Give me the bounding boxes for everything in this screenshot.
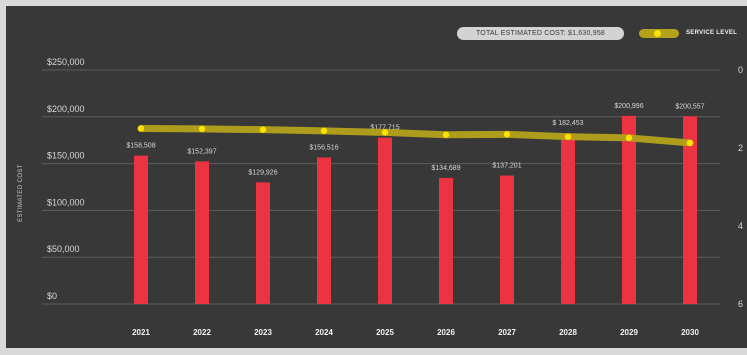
service-level-point [381, 129, 389, 136]
y2-tick-label: 4 [738, 221, 743, 231]
x-tick-label: 2029 [620, 328, 638, 337]
service-level-line [137, 125, 694, 147]
y-tick-label: $0 [47, 291, 57, 301]
x-tick-label: 2025 [376, 328, 394, 337]
service-level-point [503, 131, 511, 138]
cost-bar [134, 155, 148, 304]
bar-value-label: $200,996 [614, 103, 643, 110]
y2-tick-label: 6 [738, 299, 743, 309]
cost-bar [439, 177, 453, 304]
x-tick-label: 2030 [681, 328, 699, 337]
service-level-point [320, 127, 328, 135]
service-level-point [442, 131, 450, 138]
y-tick-label: $250,000 [47, 57, 85, 67]
x-tick-label: 2024 [315, 328, 333, 337]
bar-value-label: $129,926 [248, 169, 277, 176]
cost-bar [195, 161, 209, 304]
cost-bar [256, 182, 270, 304]
x-tick-label: 2026 [437, 328, 455, 337]
cost-bar [622, 115, 636, 305]
service-level-point [198, 125, 206, 133]
cost-bar [683, 116, 697, 304]
y-tick-label: $200,000 [47, 104, 85, 114]
cost-bar [500, 175, 514, 304]
x-tick-label: 2027 [498, 328, 516, 337]
x-tick-label: 2022 [193, 328, 211, 337]
bar-value-label: $ 182,453 [552, 120, 583, 127]
bar-value-label: $137,201 [492, 163, 521, 170]
service-level-point [564, 133, 572, 140]
y-tick-label: $100,000 [47, 197, 85, 207]
bar-value-label: $152,397 [187, 148, 216, 155]
service-level-legend-label: SERVICE LEVEL [686, 30, 738, 36]
x-tick-label: 2021 [132, 328, 150, 337]
service-level-point [625, 134, 633, 142]
y2-tick-label: 2 [738, 143, 743, 153]
bar-value-label: $156,516 [309, 145, 338, 152]
cost-bar [378, 137, 392, 304]
bar-value-label: $177,715 [370, 125, 399, 132]
cost-bar [561, 133, 575, 304]
x-tick-label: 2028 [559, 328, 577, 337]
service-level-point [259, 126, 267, 133]
x-tick-label: 2023 [254, 328, 272, 337]
bar-value-label: $158,508 [126, 143, 155, 150]
y-tick-label: $50,000 [47, 244, 80, 254]
service-level-point [137, 125, 145, 132]
service-level-legend-marker [654, 30, 661, 37]
cost-bar [317, 157, 331, 304]
y2-tick-label: 0 [738, 65, 743, 75]
bar-value-label: $200,557 [675, 103, 704, 110]
bar-value-label: $134,689 [431, 165, 460, 172]
service-level-point [686, 139, 694, 147]
y-tick-label: $150,000 [47, 151, 85, 161]
total-estimated-cost-badge: TOTAL ESTIMATED COST: $1,630,958 [457, 27, 624, 40]
